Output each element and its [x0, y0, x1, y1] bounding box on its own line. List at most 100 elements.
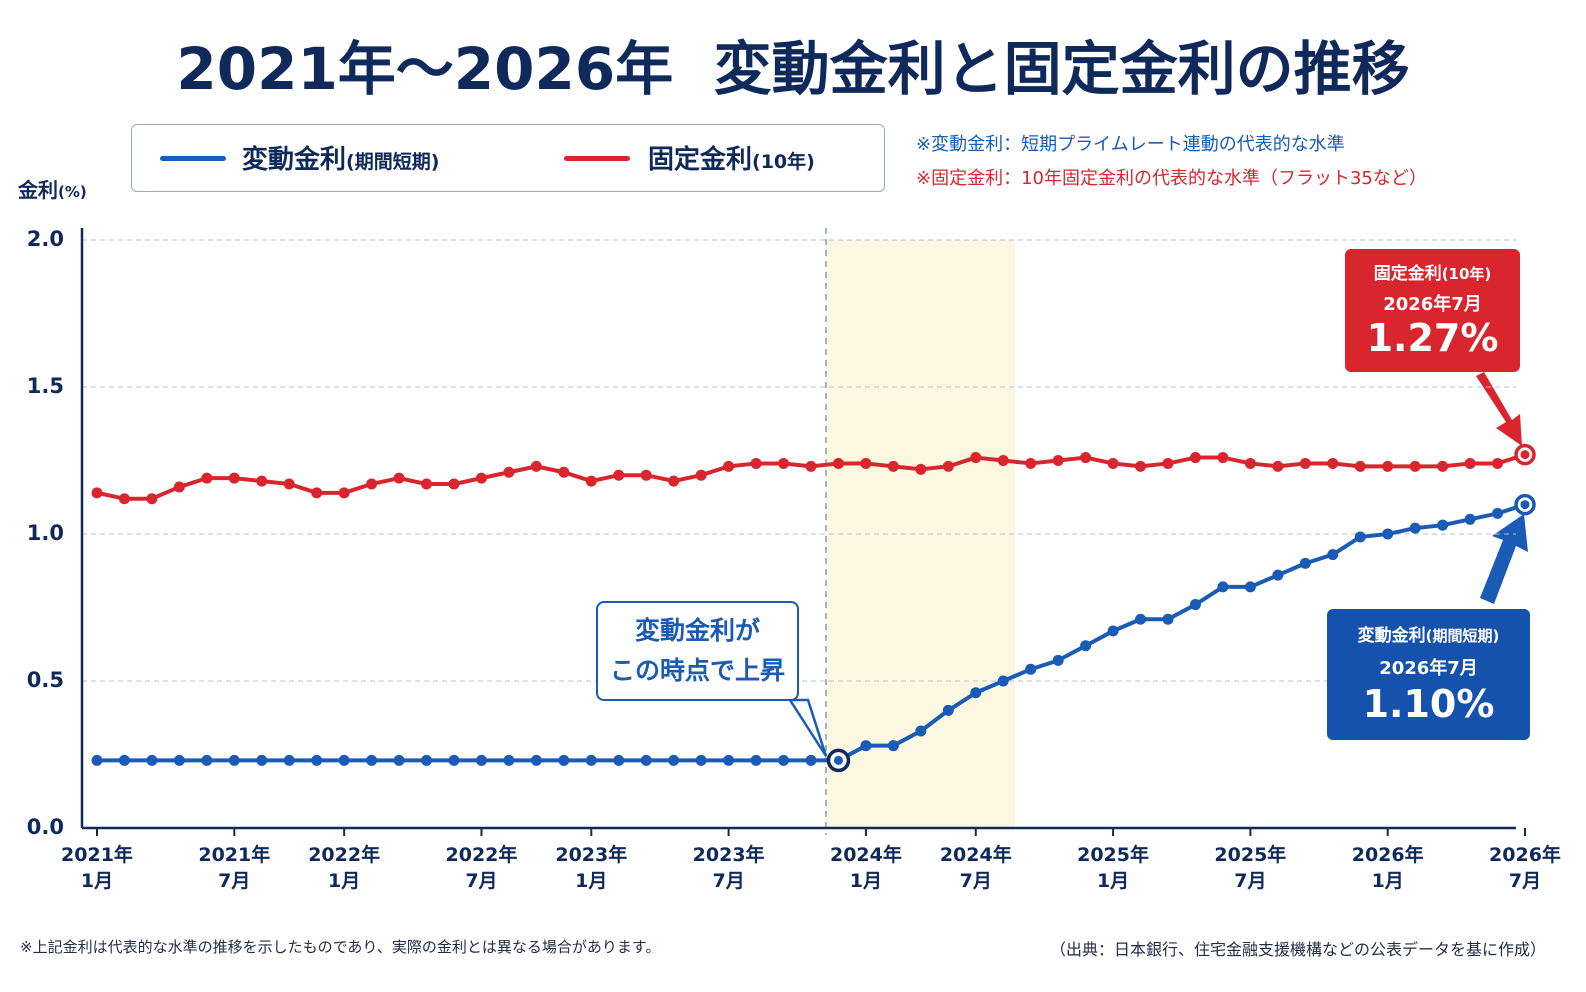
marker [1189, 599, 1201, 611]
marker [503, 466, 515, 478]
highlight-dot [1520, 500, 1530, 510]
marker [613, 754, 625, 766]
marker [228, 754, 240, 766]
marker [1409, 522, 1421, 534]
marker [338, 487, 350, 499]
callout: 固定金利(10年) 2026年7月 1.27% [1345, 249, 1520, 372]
marker [1107, 625, 1119, 637]
marker [256, 475, 268, 487]
marker [778, 754, 790, 766]
legend-note: (10年) [752, 151, 815, 173]
callout-note: (10年) [1441, 265, 1492, 283]
y-tick-label: 0.0 [27, 815, 64, 839]
marker [1052, 654, 1064, 666]
marker [558, 754, 570, 766]
marker [475, 472, 487, 484]
x-tick-label: 2021年 1月 [61, 844, 133, 892]
value-label: 1.27% [1366, 316, 1499, 360]
footnote: ※上記金利は代表的な水準の推移を示したものであり、実際の金利とは異なる場合があり… [20, 938, 661, 956]
y-axis-label: 金利(%) [18, 174, 87, 203]
marker [173, 481, 185, 493]
legend-entry: 固定金利(10年) [648, 139, 815, 176]
marker [887, 740, 899, 752]
marker [970, 452, 982, 464]
x-tick-label: 2022年 1月 [308, 844, 381, 892]
marker [475, 754, 487, 766]
marker [1327, 457, 1339, 469]
marker [997, 455, 1009, 466]
marker [1162, 457, 1174, 469]
marker [1327, 549, 1339, 561]
marker [530, 460, 542, 472]
marker [723, 460, 735, 472]
marker [750, 457, 762, 469]
note: ※変動金利：短期プライムレート連動の代表的な水準 [916, 134, 1345, 155]
marker [1080, 452, 1092, 464]
legend-label: 変動金利 [242, 145, 347, 175]
marker [1135, 460, 1147, 472]
marker [750, 754, 762, 766]
marker [1217, 452, 1229, 464]
marker [503, 754, 515, 766]
y-tick-label: 1.5 [27, 374, 64, 398]
x-tick-label: 2026年 7月 [1489, 844, 1561, 892]
marker [1464, 513, 1476, 525]
marker [448, 478, 460, 490]
marker [1189, 452, 1201, 464]
marker [915, 463, 927, 475]
legend-note: (期間短期) [346, 151, 440, 173]
marker [1437, 519, 1449, 531]
marker [1135, 613, 1147, 625]
marker [201, 472, 213, 484]
x-tick-label: 2022年 7月 [445, 844, 518, 892]
x-tick-label: 2023年 1月 [555, 844, 628, 892]
marker [1382, 528, 1394, 540]
note: ※固定金利：10年固定金利の代表的な水準（フラット35など） [916, 168, 1427, 189]
marker [311, 487, 323, 499]
legend-swatch [564, 156, 630, 161]
marker [146, 493, 158, 505]
marker [146, 754, 158, 766]
marker [640, 469, 652, 481]
marker [942, 704, 954, 716]
marker [860, 740, 872, 752]
marker [695, 754, 707, 766]
marker [1080, 640, 1092, 652]
marker [393, 754, 405, 766]
marker [640, 754, 652, 766]
marker [118, 754, 130, 766]
marker [887, 460, 899, 472]
source: （出典：日本銀行、住宅金融支援機構などの公表データを基に作成） [1049, 940, 1546, 959]
marker [366, 754, 378, 766]
marker [311, 754, 323, 766]
x-tick-label: 2026年 1月 [1351, 844, 1424, 892]
value-label: 1.10% [1362, 682, 1495, 726]
marker [1217, 581, 1229, 593]
marker [1299, 557, 1311, 569]
marker [421, 478, 433, 490]
y-unit: (%) [58, 183, 87, 201]
marker [283, 754, 295, 766]
marker [228, 472, 240, 484]
marker [723, 754, 735, 766]
marker [695, 469, 707, 481]
marker [118, 493, 130, 505]
marker [283, 478, 295, 490]
marker [1025, 663, 1037, 675]
arrow [1476, 372, 1522, 446]
y-label: 金利 [18, 178, 58, 202]
marker [1437, 460, 1449, 472]
marker [338, 754, 350, 766]
marker [1492, 457, 1504, 469]
marker [558, 466, 570, 478]
marker [173, 754, 185, 766]
marker [1382, 460, 1394, 472]
marker [832, 457, 844, 469]
marker [1025, 457, 1037, 469]
callout-date: 2026年7月 [1379, 658, 1478, 679]
callout-note: (期間短期) [1425, 627, 1500, 645]
marker [366, 478, 378, 490]
marker [256, 754, 268, 766]
marker [1464, 457, 1476, 469]
x-tick-label: 2025年 1月 [1077, 844, 1149, 892]
